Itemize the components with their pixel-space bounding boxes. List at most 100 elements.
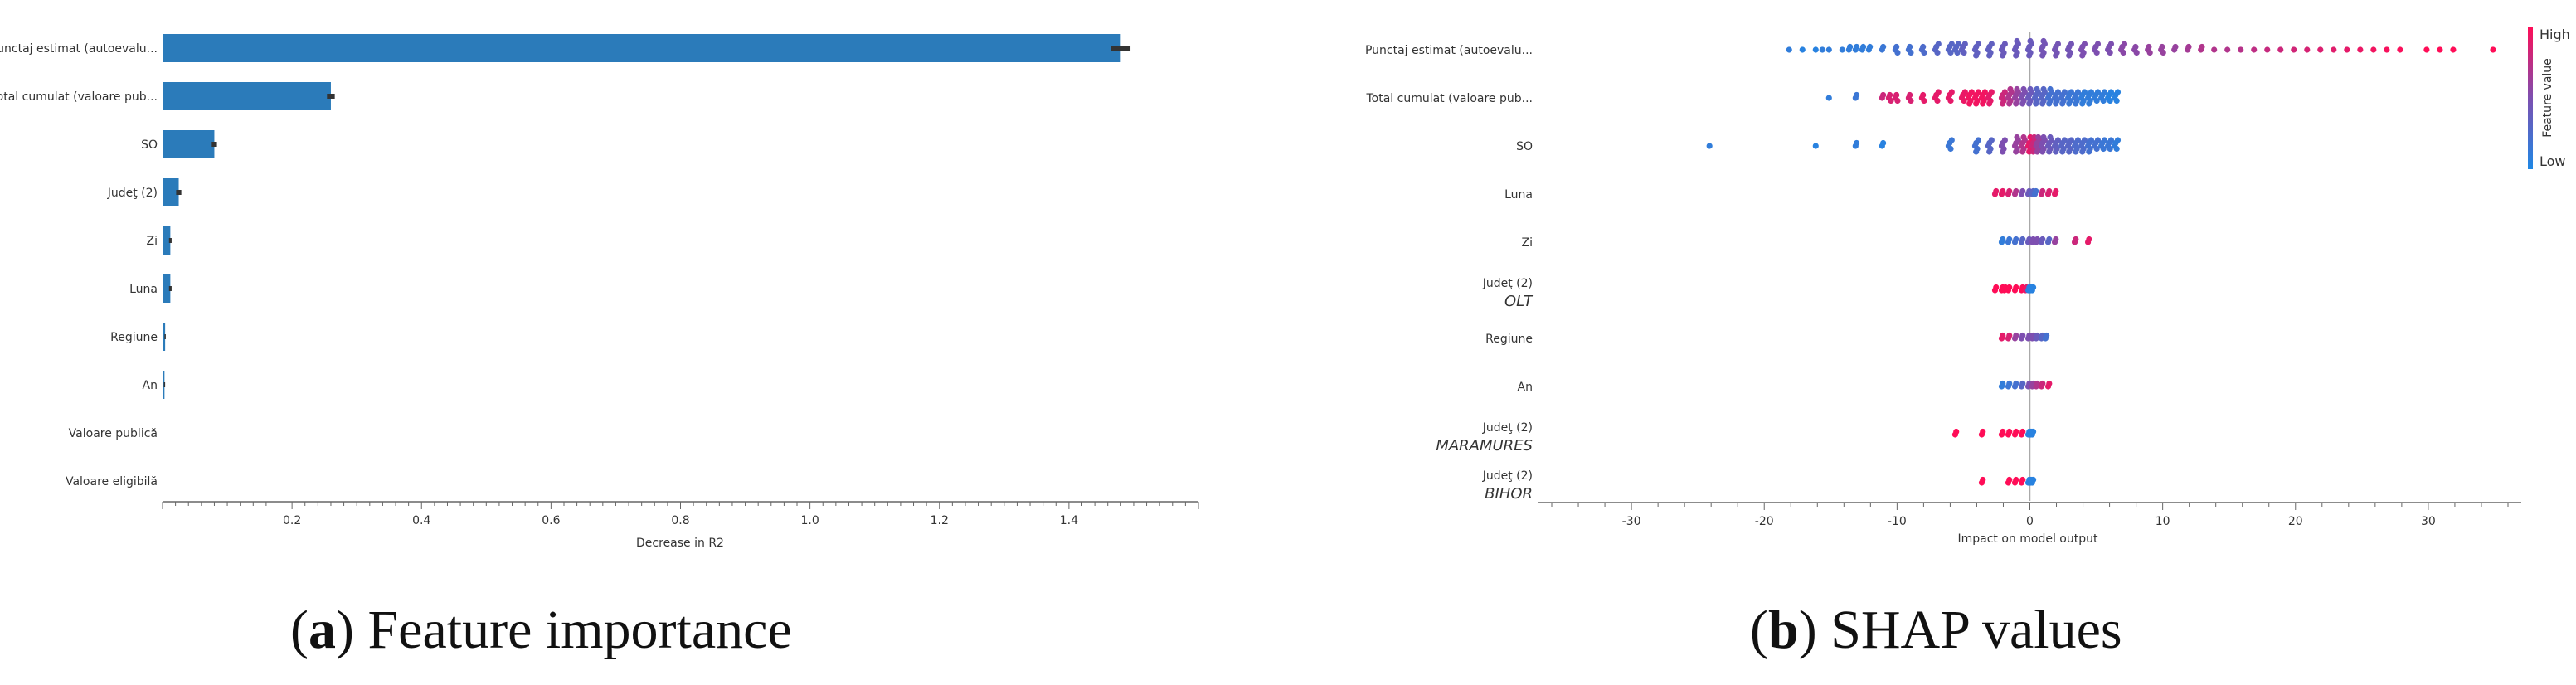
shap-point-2-14-5 bbox=[2047, 134, 2054, 141]
shap-point-1-27-3 bbox=[2088, 89, 2095, 95]
shap-point-1-31-2 bbox=[2113, 97, 2120, 104]
shap-point-1-21-4 bbox=[2046, 100, 2053, 107]
shap-point-0-32-2 bbox=[2160, 49, 2166, 56]
shap-point-4-6-1 bbox=[2034, 236, 2041, 243]
caption-b: (b) SHAP values bbox=[1750, 600, 2122, 660]
shap-point-0-21-4 bbox=[2013, 52, 2019, 59]
shap-colorbar-high-label: High bbox=[2540, 27, 2570, 42]
feature-importance-chart: Punctaj estimat (autoevalu... Total cumul… bbox=[0, 34, 1199, 550]
shap-point-1-4-1 bbox=[1893, 91, 1900, 99]
shap-point-6-3-1 bbox=[2019, 332, 2026, 339]
shap-point-1-26-3 bbox=[2081, 89, 2088, 95]
shap-point-2-15-3 bbox=[2054, 137, 2062, 143]
shap-point-0-16-3 bbox=[1955, 41, 1961, 47]
bar-x-tick-label-3: 0.8 bbox=[671, 514, 689, 527]
shap-point-0-17-2 bbox=[1961, 49, 1967, 56]
shap-point-1-16-5 bbox=[2014, 85, 2020, 93]
shap-point-6-0-1 bbox=[2000, 332, 2006, 339]
shap-point-0-20-4 bbox=[2000, 52, 2006, 59]
shap-point-3-0-1 bbox=[1993, 187, 2000, 195]
shap-point-0-6-1 bbox=[1847, 43, 1854, 51]
shap-point-0-25-4 bbox=[2066, 52, 2073, 59]
shap-point-2-16-4 bbox=[2059, 148, 2066, 155]
shap-point-4-9-1 bbox=[2053, 236, 2059, 243]
bar-3 bbox=[163, 178, 179, 206]
shap-point-9-2-1 bbox=[2013, 476, 2019, 483]
shap-point-0-47-0 bbox=[2357, 46, 2364, 53]
shap-point-0-28-3 bbox=[2107, 41, 2115, 47]
shap-point-2-7-3 bbox=[2001, 137, 2008, 143]
shap-point-0-28-2 bbox=[2107, 49, 2113, 56]
shap-point-3-9-1 bbox=[2046, 187, 2053, 195]
shap-point-1-20-4 bbox=[2039, 100, 2046, 107]
bar-7 bbox=[163, 371, 165, 399]
shap-point-2-9-5 bbox=[2020, 134, 2027, 141]
shap-point-2-15-4 bbox=[2053, 148, 2059, 155]
shap-point-1-8-2 bbox=[1947, 97, 1954, 104]
shap-point-1-25-4 bbox=[2073, 100, 2079, 107]
shap-x-axis-title: Impact on model output bbox=[1958, 532, 2098, 546]
shap-point-1-30-3 bbox=[2107, 89, 2115, 95]
shap-point-0-41-0 bbox=[2277, 46, 2284, 53]
shap-point-0-53-0 bbox=[2450, 46, 2457, 53]
shap-point-8-9-1 bbox=[2030, 428, 2037, 435]
shap-point-1-17-4 bbox=[2019, 100, 2026, 107]
shap-point-0-26-3 bbox=[2081, 41, 2088, 47]
shap-point-2-16-3 bbox=[2061, 137, 2068, 143]
shap-point-0-13-2 bbox=[1921, 49, 1927, 56]
bar-category-label-2: SO bbox=[141, 138, 158, 152]
shap-point-1-6-1 bbox=[1920, 91, 1927, 99]
shap-point-0-39-0 bbox=[2251, 46, 2258, 53]
shap-point-2-6-4 bbox=[1986, 148, 1993, 155]
shap-point-1-11-3 bbox=[1975, 89, 1981, 95]
shap-point-2-13-5 bbox=[2040, 134, 2047, 141]
shap-point-1-23-4 bbox=[2059, 100, 2066, 107]
shap-colorbar-title: Feature value bbox=[2541, 58, 2554, 138]
shap-point-0-3-0 bbox=[1819, 46, 1825, 53]
bar-x-tick-label-4: 1.0 bbox=[800, 514, 819, 527]
shap-point-1-6-2 bbox=[1921, 97, 1927, 104]
shap-point-0-52-0 bbox=[2437, 46, 2443, 53]
shap-point-2-17-3 bbox=[2068, 137, 2075, 143]
shap-point-0-21-5 bbox=[2014, 37, 2020, 45]
shap-point-0-27-2 bbox=[2093, 49, 2100, 56]
shap-point-1-12-3 bbox=[1981, 89, 1988, 95]
bar-category-label-8: Valoare publică bbox=[69, 427, 158, 440]
shap-point-0-40-0 bbox=[2264, 46, 2271, 53]
shap-point-1-7-3 bbox=[1935, 89, 1942, 95]
shap-point-0-0-0 bbox=[1786, 46, 1792, 53]
shap-point-4-11-1 bbox=[2086, 236, 2092, 243]
shap-point-7-6-1 bbox=[2034, 380, 2041, 387]
shap-point-9-7-1 bbox=[2030, 476, 2037, 483]
shap-point-1-5-1 bbox=[1907, 91, 1913, 99]
shap-point-1-11-4 bbox=[1973, 100, 1980, 107]
shap-point-0-25-3 bbox=[2068, 41, 2075, 47]
shap-point-2-19-3 bbox=[2081, 137, 2088, 143]
shap-point-5-10-1 bbox=[2030, 284, 2037, 291]
shap-point-4-10-1 bbox=[2073, 236, 2079, 243]
shap-point-1-28-2 bbox=[2093, 97, 2100, 104]
shap-point-1-0-0 bbox=[1825, 95, 1832, 101]
shap-point-0-15-3 bbox=[1948, 41, 1955, 47]
shap-point-1-30-2 bbox=[2107, 97, 2113, 104]
shap-point-0-16-2 bbox=[1954, 49, 1961, 56]
shap-point-1-15-5 bbox=[2007, 85, 2014, 93]
shap-x-tick-label-3: 0 bbox=[2026, 515, 2034, 528]
shap-point-0-17-3 bbox=[1961, 41, 1968, 47]
shap-point-8-3-1 bbox=[2006, 428, 2013, 435]
shap-point-5-3-1 bbox=[2006, 284, 2013, 291]
shap-feature-sublabel-9: BIHOR bbox=[1485, 485, 1533, 503]
shap-x-tick-label-2: -10 bbox=[1888, 515, 1907, 528]
shap-point-1-3-1 bbox=[1887, 91, 1893, 99]
shap-point-8-1-1 bbox=[1980, 428, 1986, 435]
shap-point-0-27-3 bbox=[2094, 41, 2102, 47]
shap-feature-label-4: Zi bbox=[1522, 236, 1533, 250]
shap-point-1-18-5 bbox=[2027, 85, 2034, 93]
shap-point-1-25-3 bbox=[2074, 89, 2082, 95]
shap-point-1-14-4 bbox=[2000, 100, 2006, 107]
shap-point-0-33-1 bbox=[2172, 43, 2179, 51]
shap-point-2-23-3 bbox=[2107, 137, 2115, 143]
shap-point-0-51-0 bbox=[2423, 46, 2430, 53]
shap-point-2-20-3 bbox=[2088, 137, 2095, 143]
shap-point-2-0-0 bbox=[1706, 143, 1713, 149]
